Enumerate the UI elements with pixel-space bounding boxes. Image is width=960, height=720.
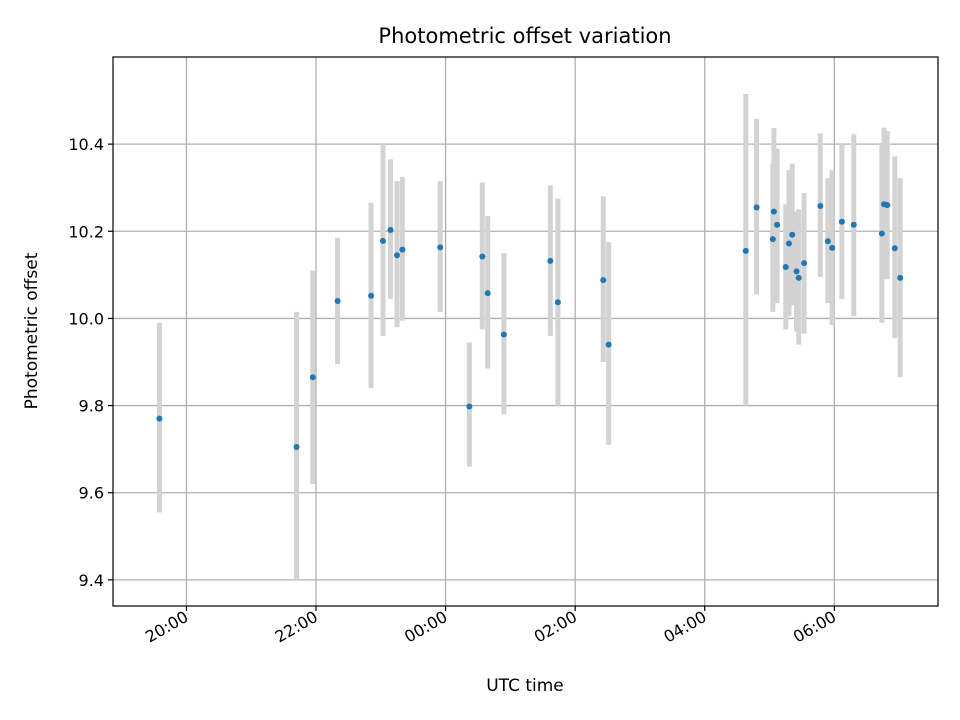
data-point [742,247,749,254]
y-tick-label: 9.4 [79,571,104,590]
data-point [309,374,316,381]
y-tick-label: 9.8 [79,397,104,416]
data-point [850,221,857,228]
data-point [785,240,792,247]
data-point [387,226,394,233]
data-point [600,277,607,284]
y-tick-label: 9.6 [79,484,104,503]
data-point [547,257,554,264]
data-point [293,443,300,450]
data-point [605,341,612,348]
data-point [769,236,776,243]
plot-frame [112,56,939,607]
data-point [795,274,802,281]
data-points [156,201,904,450]
data-point [817,203,824,210]
data-point [368,292,375,299]
data-point [824,238,831,245]
data-point [801,260,808,267]
data-point [770,208,777,215]
y-tick-label: 10.0 [68,309,104,328]
x-axis-label: UTC time [486,676,564,696]
data-point [437,244,444,251]
data-point [484,290,491,297]
data-point [829,244,836,251]
data-point [774,221,781,228]
y-axis-label: Photometric offset [22,252,42,409]
data-point [782,264,789,271]
data-point [793,268,800,275]
data-point [554,299,561,306]
data-point [789,231,796,238]
data-point [466,403,473,410]
data-point [156,415,163,422]
data-point [334,298,341,304]
data-point [399,246,406,253]
data-point [884,202,891,209]
axis-ticks [108,143,835,611]
data-point [838,218,845,225]
data-point [479,253,486,260]
data-point [878,230,885,237]
data-point [379,237,386,244]
chart-title: Photometric offset variation [378,24,671,48]
data-point [500,331,507,338]
data-point [393,252,400,259]
data-point [753,204,760,211]
y-tick-label: 10.4 [68,135,104,154]
data-point [897,274,904,281]
y-tick-label: 10.2 [68,222,104,241]
data-point [891,245,898,252]
